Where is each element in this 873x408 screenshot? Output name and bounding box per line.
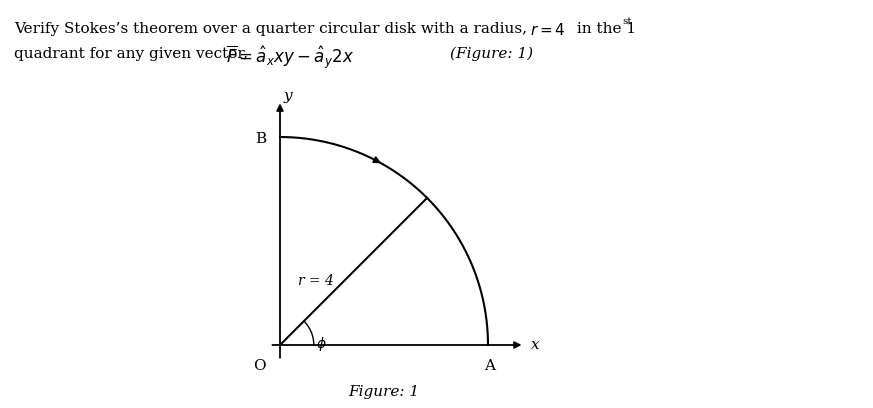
Text: B: B: [255, 132, 266, 146]
Text: quadrant for any given vector,: quadrant for any given vector,: [14, 47, 258, 61]
Text: (Figure: 1): (Figure: 1): [450, 47, 533, 61]
Text: r = 4: r = 4: [299, 274, 334, 288]
Text: y: y: [284, 89, 292, 103]
Text: $\overline{F} = \hat{a}_x xy - \hat{a}_y 2x$: $\overline{F} = \hat{a}_x xy - \hat{a}_y…: [226, 44, 354, 71]
Text: $r = 4$: $r = 4$: [530, 22, 566, 38]
Text: $\phi$: $\phi$: [317, 335, 327, 353]
Text: x: x: [531, 338, 540, 352]
Text: st: st: [622, 17, 632, 26]
Text: O: O: [253, 359, 266, 373]
Text: Figure: 1: Figure: 1: [348, 385, 420, 399]
Text: Verify Stokes’s theorem over a quarter circular disk with a radius,: Verify Stokes’s theorem over a quarter c…: [14, 22, 532, 36]
Text: A: A: [485, 359, 496, 373]
Text: in the 1: in the 1: [572, 22, 636, 36]
